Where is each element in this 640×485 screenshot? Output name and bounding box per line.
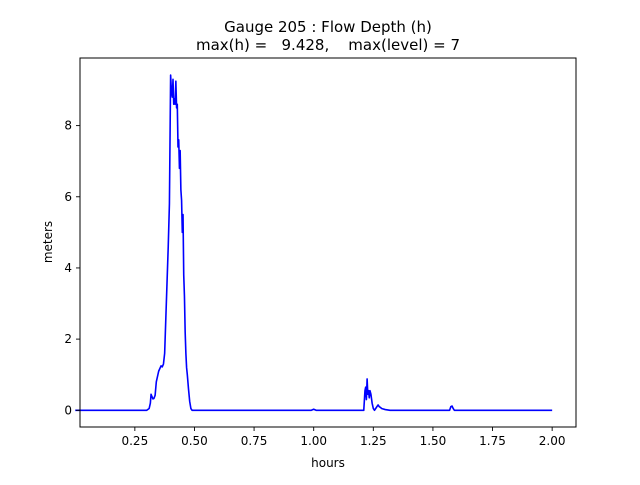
x-tick-label: 1.00 — [300, 434, 327, 448]
chart-title-line-2: max(h) = 9.428, max(level) = 7 — [196, 36, 460, 54]
x-axis-label: hours — [311, 456, 345, 470]
x-tick-label: 1.25 — [360, 434, 387, 448]
plot-area — [75, 74, 553, 412]
x-tick-label: 1.50 — [420, 434, 447, 448]
y-tick-label: 6 — [64, 190, 72, 204]
y-tick-label: 8 — [64, 119, 72, 133]
x-tick-label: 0.50 — [181, 434, 208, 448]
y-tick-label: 2 — [64, 332, 72, 346]
y-tick-label: 0 — [64, 403, 72, 417]
x-tick-label: 0.75 — [241, 434, 268, 448]
plot-frame — [79, 57, 577, 428]
x-tick-label: 1.75 — [479, 434, 506, 448]
x-tick-label: 0.25 — [121, 434, 148, 448]
flow-depth-series-line — [75, 74, 553, 412]
x-axis-ticks: 0.25 0.50 0.75 1.00 1.25 1.50 1.75 2.00 — [121, 427, 566, 448]
y-axis-label: meters — [41, 221, 55, 263]
y-tick-label: 4 — [64, 261, 72, 275]
chart-title-line-1: Gauge 205 : Flow Depth (h) — [224, 18, 432, 36]
y-axis-ticks: 0 2 4 6 8 — [64, 119, 80, 417]
x-tick-label: 2.00 — [539, 434, 566, 448]
